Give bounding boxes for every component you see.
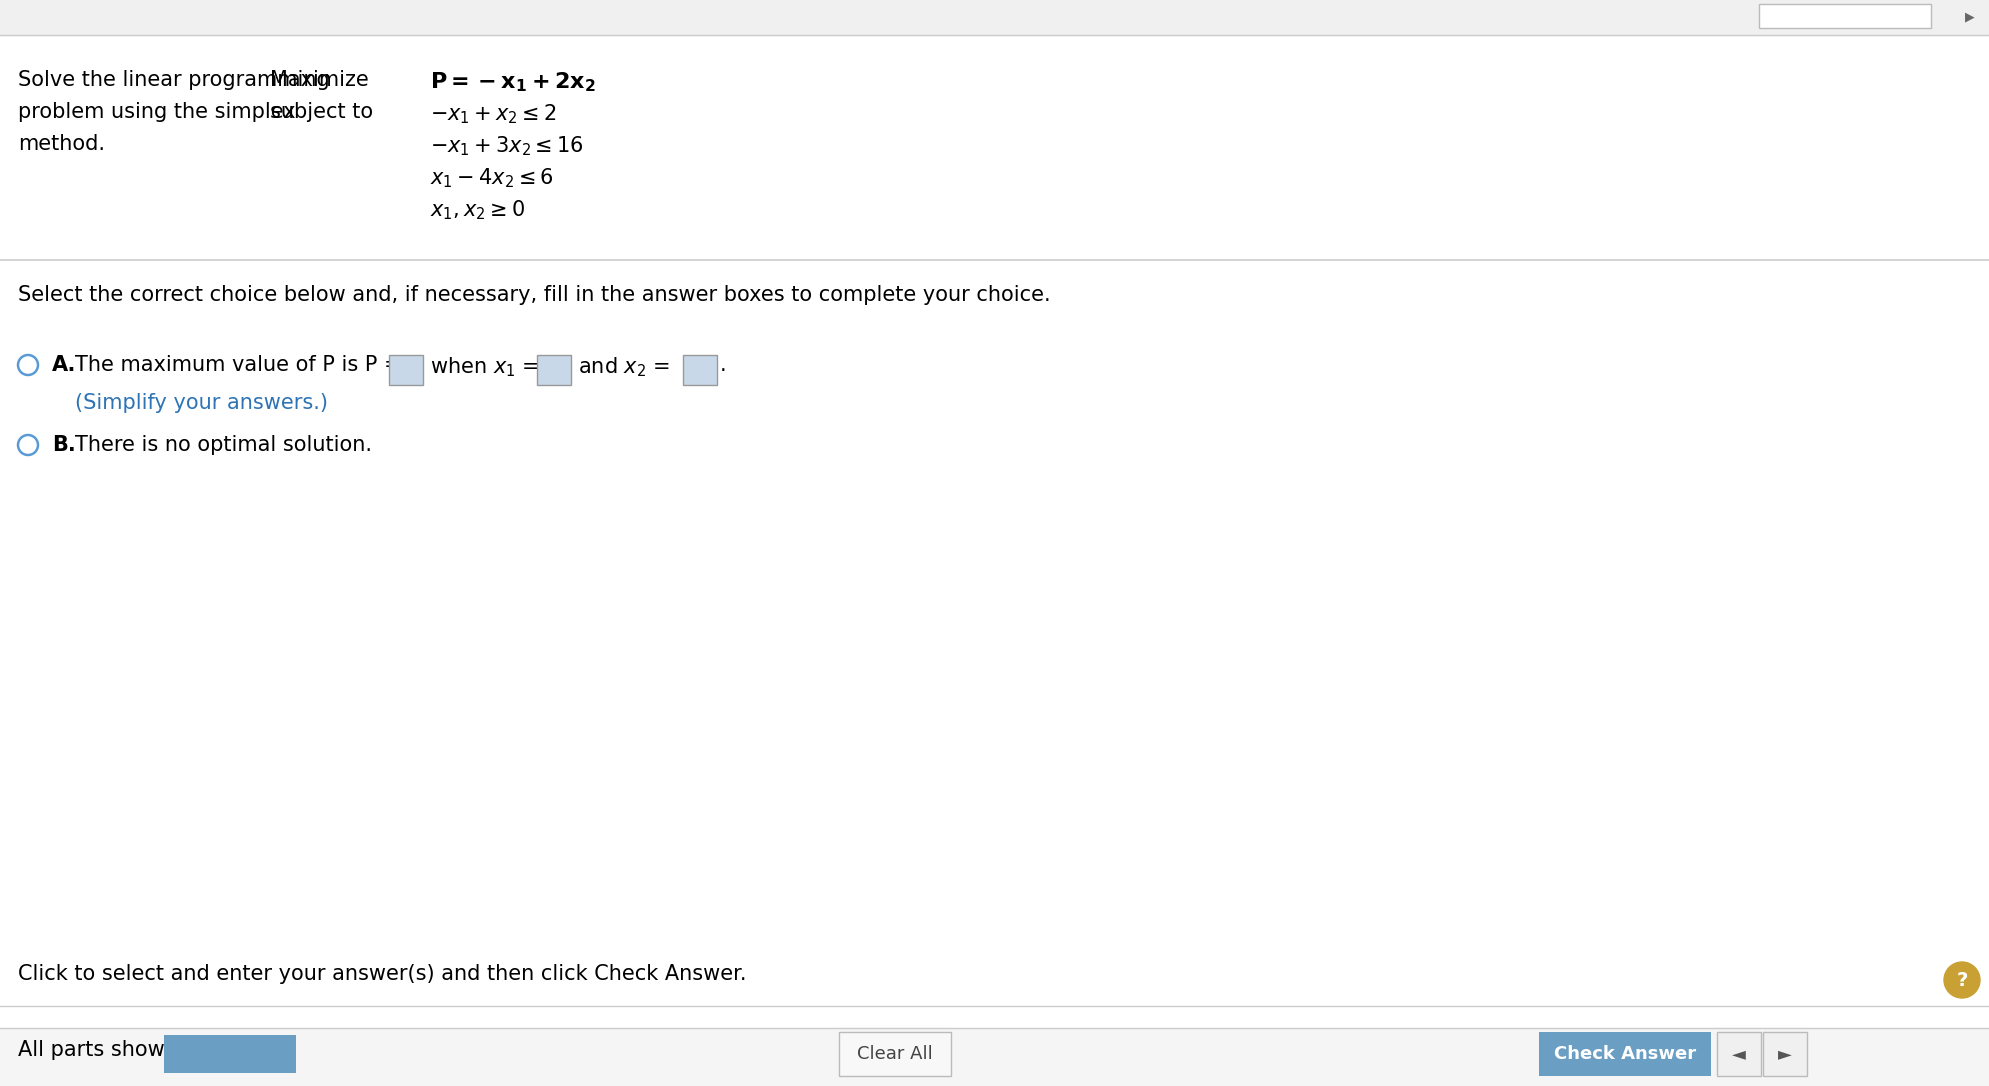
Text: $\mathbf{P = -x_1 + 2x_2}$: $\mathbf{P = -x_1 + 2x_2}$ bbox=[430, 70, 595, 93]
Text: Clear All: Clear All bbox=[857, 1045, 933, 1063]
Text: A.: A. bbox=[52, 355, 76, 375]
Text: All parts showing: All parts showing bbox=[18, 1040, 197, 1060]
Text: method.: method. bbox=[18, 134, 105, 154]
Text: Check Answer: Check Answer bbox=[1553, 1045, 1695, 1063]
Text: $-x_1 + x_2 \leq 2$: $-x_1 + x_2 \leq 2$ bbox=[430, 102, 557, 126]
Text: B.: B. bbox=[52, 435, 76, 455]
Text: ?: ? bbox=[1955, 971, 1967, 989]
Text: Solve the linear programming: Solve the linear programming bbox=[18, 70, 330, 90]
Text: and $x_2$ =: and $x_2$ = bbox=[577, 355, 670, 379]
Text: Maximize: Maximize bbox=[271, 70, 368, 90]
Text: (Simplify your answers.): (Simplify your answers.) bbox=[76, 393, 328, 413]
Text: $x_1, x_2 \geq 0$: $x_1, x_2 \geq 0$ bbox=[430, 198, 525, 222]
FancyBboxPatch shape bbox=[388, 355, 424, 386]
Text: when $x_1$ =: when $x_1$ = bbox=[430, 355, 539, 379]
FancyBboxPatch shape bbox=[1762, 1032, 1806, 1076]
Text: ►: ► bbox=[1776, 1045, 1790, 1063]
Text: ◄: ◄ bbox=[1730, 1045, 1744, 1063]
FancyBboxPatch shape bbox=[682, 355, 716, 386]
Bar bbox=[0, 1028, 1989, 1086]
Text: Click to select and enter your answer(s) and then click Check Answer.: Click to select and enter your answer(s)… bbox=[18, 964, 746, 984]
FancyBboxPatch shape bbox=[163, 1035, 296, 1073]
FancyBboxPatch shape bbox=[1537, 1032, 1711, 1076]
Bar bbox=[0, 0, 1989, 35]
Text: There is no optimal solution.: There is no optimal solution. bbox=[76, 435, 372, 455]
Text: $-x_1 + 3x_2 \leq 16$: $-x_1 + 3x_2 \leq 16$ bbox=[430, 134, 583, 157]
FancyBboxPatch shape bbox=[1717, 1032, 1760, 1076]
Circle shape bbox=[1943, 962, 1979, 998]
Text: $x_1 - 4x_2 \leq 6$: $x_1 - 4x_2 \leq 6$ bbox=[430, 166, 553, 190]
Text: The maximum value of P is P =: The maximum value of P is P = bbox=[76, 355, 402, 375]
Text: ▶: ▶ bbox=[1965, 11, 1973, 24]
Text: .: . bbox=[720, 355, 726, 375]
Text: subject to: subject to bbox=[271, 102, 374, 122]
FancyBboxPatch shape bbox=[839, 1032, 951, 1076]
Text: problem using the simplex: problem using the simplex bbox=[18, 102, 296, 122]
FancyBboxPatch shape bbox=[537, 355, 571, 386]
Text: Select the correct choice below and, if necessary, fill in the answer boxes to c: Select the correct choice below and, if … bbox=[18, 285, 1050, 305]
FancyBboxPatch shape bbox=[1758, 4, 1929, 28]
